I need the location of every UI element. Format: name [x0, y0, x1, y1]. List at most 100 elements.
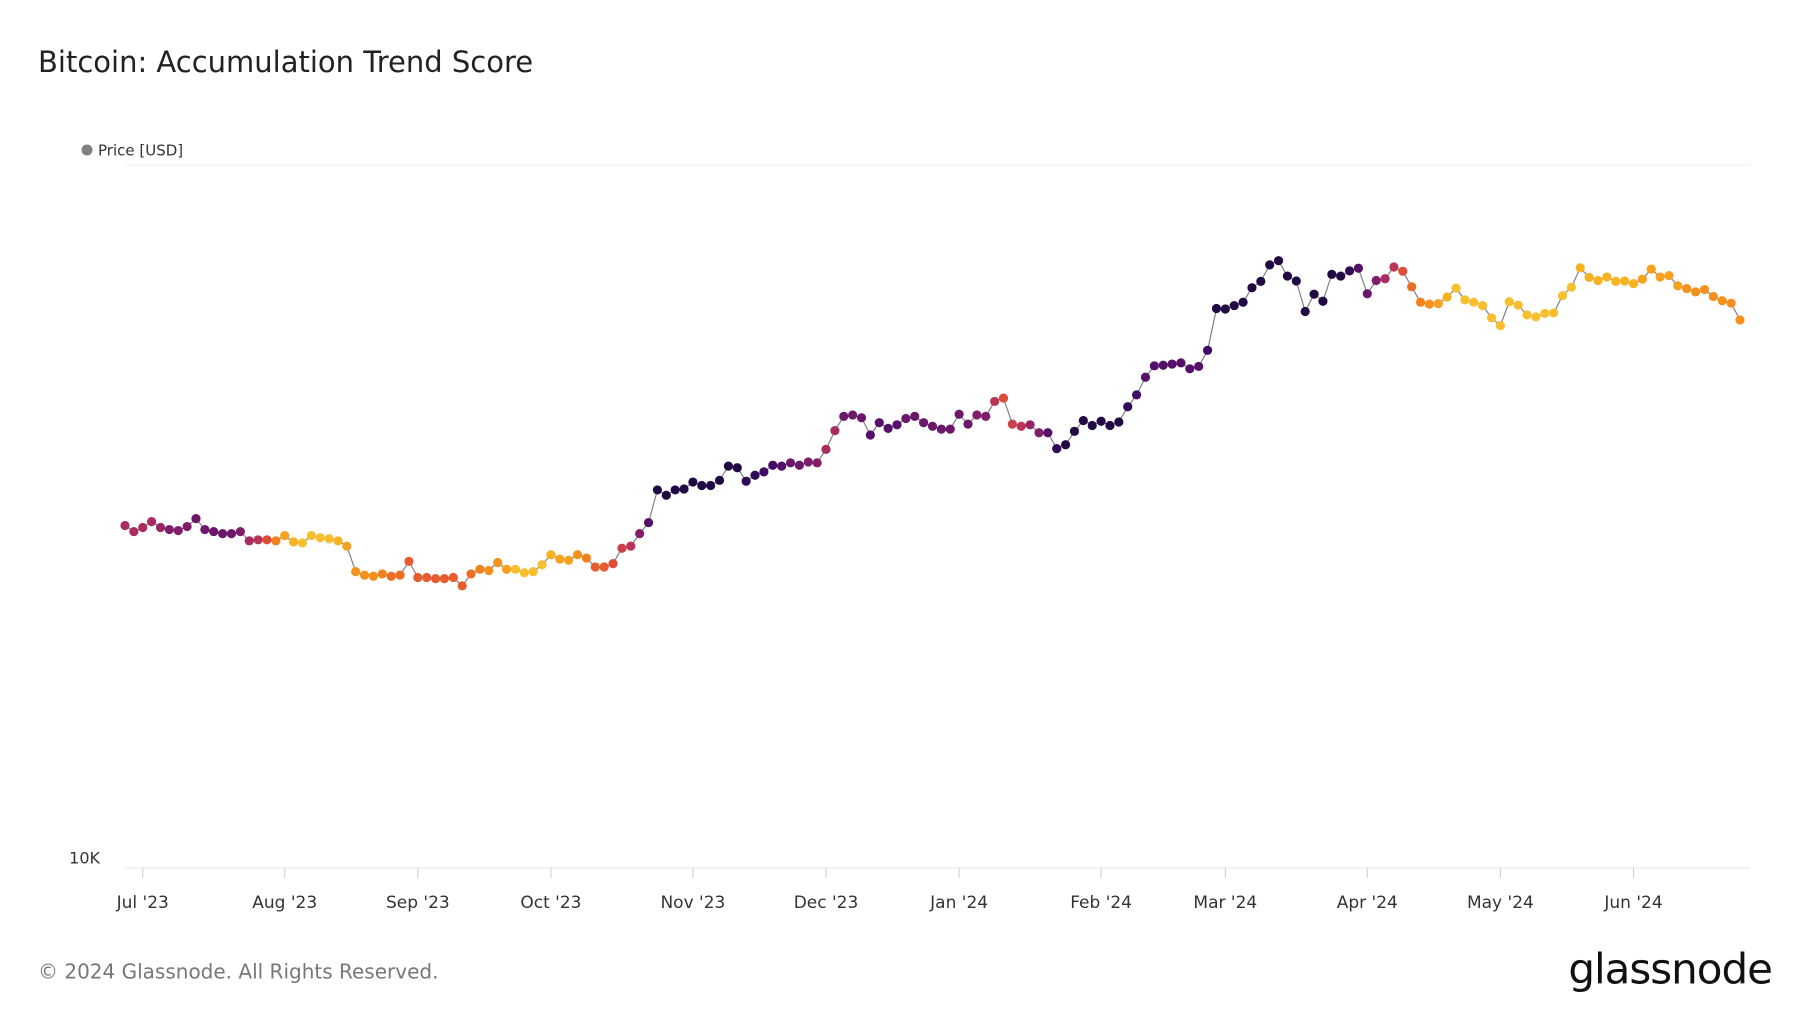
- y-tick-label: 10K: [69, 849, 100, 868]
- price-dot: [874, 418, 884, 428]
- price-dot: [856, 413, 867, 423]
- price-dot: [777, 461, 787, 471]
- price-dot: [1637, 274, 1647, 284]
- price-dot: [821, 444, 831, 454]
- price-dot: [919, 418, 929, 428]
- price-dot: [368, 571, 379, 581]
- price-dot: [1043, 428, 1053, 438]
- price-dot: [377, 569, 387, 579]
- price-dot: [120, 520, 130, 531]
- price-dot: [297, 538, 308, 548]
- price-dot: [1247, 283, 1257, 293]
- price-dot: [803, 457, 813, 467]
- price-dot: [599, 562, 609, 572]
- price-dot: [466, 569, 476, 579]
- price-dot: [1495, 320, 1506, 331]
- price-dot: [741, 476, 751, 486]
- price-dot: [1460, 295, 1470, 305]
- price-dot: [1140, 372, 1151, 382]
- price-dot: [1087, 420, 1097, 431]
- x-tick-label: Dec '23: [794, 893, 859, 913]
- x-tick-label: Apr '24: [1337, 893, 1398, 913]
- price-dot: [1185, 364, 1195, 374]
- price-dot: [643, 517, 654, 528]
- price-dot: [750, 470, 760, 480]
- brand-logo: glassnode: [1568, 945, 1772, 994]
- price-dot: [981, 411, 991, 421]
- price-dot: [1114, 417, 1124, 427]
- price-dot: [519, 568, 529, 578]
- price-dot: [1273, 256, 1284, 266]
- price-dot: [1194, 361, 1204, 372]
- price-dot: [484, 565, 494, 576]
- price-dot: [1540, 308, 1550, 319]
- price-dot: [493, 557, 503, 568]
- price-dot: [1593, 275, 1603, 286]
- x-tick-label: Jun '24: [1603, 893, 1662, 913]
- x-tick-label: Sep '23: [386, 893, 450, 913]
- price-dot: [324, 534, 334, 544]
- price-dot: [1353, 263, 1364, 273]
- price-dot: [617, 543, 627, 553]
- price-dot: [954, 409, 964, 419]
- price-dot: [1699, 284, 1710, 295]
- price-dot: [865, 430, 875, 440]
- price-dot: [608, 559, 618, 569]
- price-dot: [226, 529, 237, 539]
- price-dot: [1034, 428, 1044, 438]
- price-dot: [164, 524, 174, 535]
- price-dot: [359, 570, 370, 580]
- price-dot: [848, 410, 858, 420]
- price-dot: [262, 535, 272, 545]
- price-dot: [209, 526, 219, 537]
- footer: © 2024 Glassnode. All Rights Reserved.: [38, 960, 438, 984]
- price-dot: [1717, 296, 1727, 306]
- price-dot: [652, 485, 663, 495]
- price-dot: [714, 475, 725, 485]
- price-dot: [972, 410, 982, 420]
- price-dot: [1433, 299, 1443, 309]
- price-dot: [1451, 283, 1461, 293]
- price-dot: [244, 536, 254, 546]
- price-dot: [1398, 266, 1408, 276]
- price-dot: [1078, 415, 1088, 426]
- price-dot: [475, 564, 485, 574]
- price-dot: [182, 521, 192, 532]
- legend-swatch: [81, 144, 93, 156]
- price-dot: [723, 461, 734, 471]
- price-dot: [1424, 299, 1435, 309]
- price-dot: [590, 562, 600, 572]
- price-dot: [1149, 361, 1159, 371]
- price-dot: [1549, 308, 1559, 318]
- price-dot: [945, 424, 955, 434]
- price-dot: [1602, 272, 1612, 282]
- price-dot: [839, 411, 849, 421]
- price-dot: [1291, 276, 1301, 286]
- price-dot: [333, 536, 343, 546]
- price-dot: [936, 424, 946, 434]
- price-dot: [386, 571, 396, 581]
- x-tick-label: Mar '24: [1193, 893, 1257, 913]
- x-tick-label: May '24: [1467, 893, 1534, 913]
- price-dot: [448, 572, 458, 583]
- price-dot: [129, 526, 139, 537]
- price-dot: [351, 567, 361, 577]
- price-dot: [1344, 266, 1355, 276]
- price-dot: [1309, 289, 1319, 299]
- price-dot: [794, 460, 804, 470]
- price-dot: [218, 529, 228, 539]
- price-dot: [315, 533, 325, 543]
- price-dot: [1620, 276, 1630, 286]
- price-dot: [679, 484, 689, 494]
- price-dot: [1025, 420, 1035, 430]
- price-dot: [422, 572, 432, 583]
- price-dot: [1584, 272, 1594, 283]
- price-dot: [155, 522, 166, 533]
- x-tick-label: Nov '23: [660, 893, 725, 913]
- price-dot: [688, 477, 698, 487]
- price-dot: [288, 537, 299, 547]
- price-dot: [1708, 291, 1718, 302]
- price-dot: [1300, 306, 1310, 317]
- price-dot: [271, 536, 281, 546]
- price-dot: [457, 581, 467, 591]
